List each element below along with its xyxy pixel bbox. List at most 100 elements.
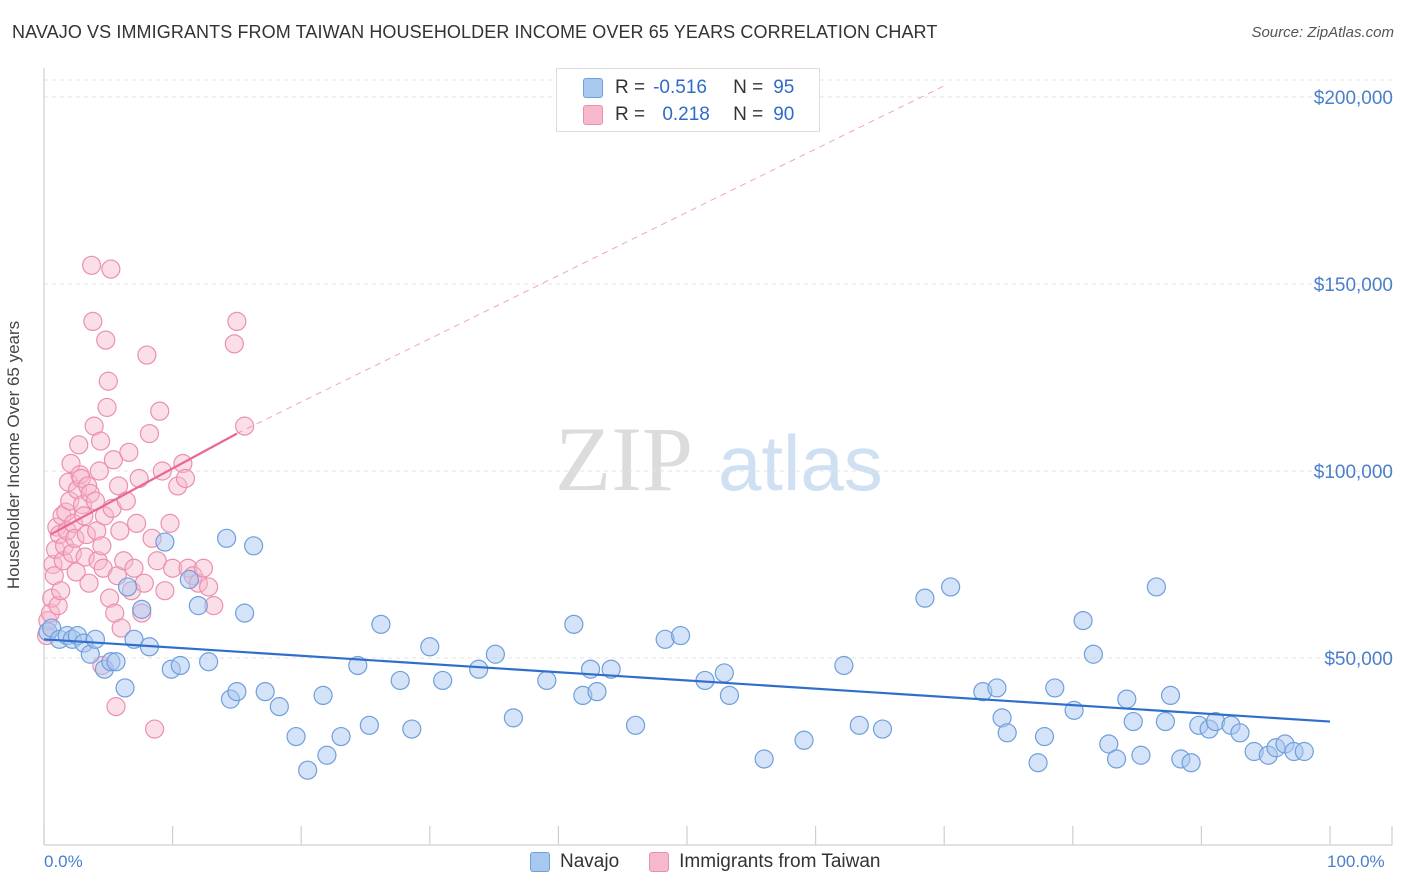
navajo-point-15: [132, 599, 152, 619]
taiwan-point-35: [83, 311, 103, 331]
taiwan-points: [36, 255, 255, 739]
navajo-point-8: [85, 629, 106, 649]
navajo-point-75: [1106, 749, 1127, 769]
watermark: ZIP atlas: [555, 408, 883, 510]
watermark-atlas: atlas: [718, 419, 883, 507]
taiwan-swatch: [583, 105, 603, 125]
taiwan-point-34: [81, 255, 102, 275]
navajo-point-77: [1123, 711, 1143, 732]
y-tick-label-0: $50,000: [1324, 649, 1393, 670]
navajo-legend-label: Navajo: [560, 851, 620, 872]
taiwan-point-45: [96, 330, 116, 350]
taiwan-point-23: [67, 480, 88, 500]
navajo-point-19: [170, 655, 190, 676]
taiwan-point-13: [54, 536, 75, 556]
navajo-point-41: [433, 670, 453, 691]
navajo-point-67: [997, 723, 1017, 743]
navajo-point-12: [115, 678, 135, 698]
navajo-point-11: [106, 652, 126, 672]
taiwan-point-84: [199, 577, 219, 597]
navajo-point-37: [371, 614, 391, 634]
taiwan-point-21: [65, 528, 85, 548]
taiwan-point-76: [163, 558, 183, 578]
taiwan-point-83: [193, 558, 214, 578]
x-min-label: 0.0%: [44, 852, 83, 871]
navajo-point-53: [670, 625, 691, 646]
navajo-points: [38, 528, 1314, 780]
navajo-point-80: [1155, 711, 1175, 732]
navajo-point-25: [227, 682, 247, 702]
watermark-zip: ZIP: [555, 408, 693, 510]
taiwan-point-66: [134, 573, 154, 593]
taiwan-point-88: [235, 416, 255, 436]
navajo-point-43: [485, 644, 505, 664]
taiwan-point-62: [124, 558, 144, 578]
taiwan-r-label: R =: [615, 104, 646, 125]
y-tick-label-2: $150,000: [1314, 275, 1393, 296]
taiwan-point-53: [106, 697, 126, 717]
navajo-r-value: -0.516: [653, 77, 707, 98]
navajo-point-72: [1073, 610, 1093, 631]
source-label: Source: ZipAtlas.com: [1251, 24, 1394, 41]
taiwan-point-30: [76, 524, 97, 545]
y-tick-labels: $50,000 $100,000 $150,000 $200,000: [1314, 88, 1393, 670]
taiwan-point-57: [111, 618, 131, 638]
grid: [44, 79, 1395, 659]
navajo-point-61: [872, 719, 893, 739]
y-tick-label-1: $100,000: [1314, 462, 1393, 483]
taiwan-point-49: [101, 259, 121, 279]
navajo-trend-line: [43, 638, 1331, 723]
navajo-point-70: [1045, 678, 1065, 698]
taiwan-point-8: [48, 596, 68, 616]
navajo-point-33: [317, 745, 337, 765]
navajo-point-29: [269, 697, 289, 717]
navajo-point-62: [915, 588, 935, 608]
taiwan-point-46: [97, 397, 117, 418]
taiwan-point-58: [114, 551, 134, 571]
taiwan-n-label: N =: [733, 104, 764, 125]
navajo-point-17: [155, 532, 175, 552]
taiwan-point-26: [71, 468, 91, 489]
x-max-label: 100.0%: [1327, 852, 1385, 871]
navajo-point-60: [849, 715, 869, 735]
navajo-point-36: [359, 715, 379, 735]
navajo-point-81: [1160, 685, 1181, 706]
navajo-point-21: [188, 596, 208, 616]
navajo-point-26: [235, 603, 255, 623]
navajo-point-13: [117, 577, 138, 597]
taiwan-point-74: [155, 581, 175, 601]
correlation-legend: R = -0.516 N = 95 R = 0.218 N = 90: [556, 68, 820, 132]
navajo-point-63: [941, 577, 961, 597]
taiwan-point-87: [227, 311, 247, 331]
taiwan-point-19: [62, 543, 82, 563]
taiwan-point-11: [52, 506, 72, 526]
navajo-n-label: N =: [733, 77, 764, 98]
axes: [43, 68, 1393, 846]
taiwan-point-10: [51, 581, 71, 601]
series-legend: Navajo Immigrants from Taiwan: [530, 851, 910, 873]
navajo-point-79: [1146, 577, 1166, 597]
navajo-point-23: [217, 528, 237, 548]
navajo-point-69: [1034, 726, 1055, 747]
navajo-point-94: [1294, 741, 1314, 762]
navajo-point-56: [719, 685, 740, 706]
navajo-point-49: [587, 682, 607, 702]
taiwan-point-75: [160, 513, 180, 533]
taiwan-point-67: [137, 345, 157, 365]
navajo-point-30: [286, 726, 306, 747]
taiwan-point-56: [110, 521, 130, 541]
taiwan-trend-extension: [236, 85, 945, 435]
taiwan-point-72: [150, 401, 170, 421]
taiwan-point-47: [98, 371, 118, 391]
navajo-point-44: [503, 708, 523, 728]
navajo-point-58: [794, 730, 814, 750]
navajo-point-31: [298, 760, 318, 780]
legend-item-navajo: Navajo: [530, 851, 619, 873]
taiwan-point-86: [224, 334, 244, 354]
navajo-point-73: [1083, 644, 1103, 664]
navajo-point-83: [1181, 753, 1201, 773]
navajo-n-value: 95: [773, 77, 795, 98]
taiwan-point-14: [56, 502, 76, 522]
navajo-point-88: [1230, 723, 1250, 743]
navajo-swatch: [583, 78, 603, 98]
